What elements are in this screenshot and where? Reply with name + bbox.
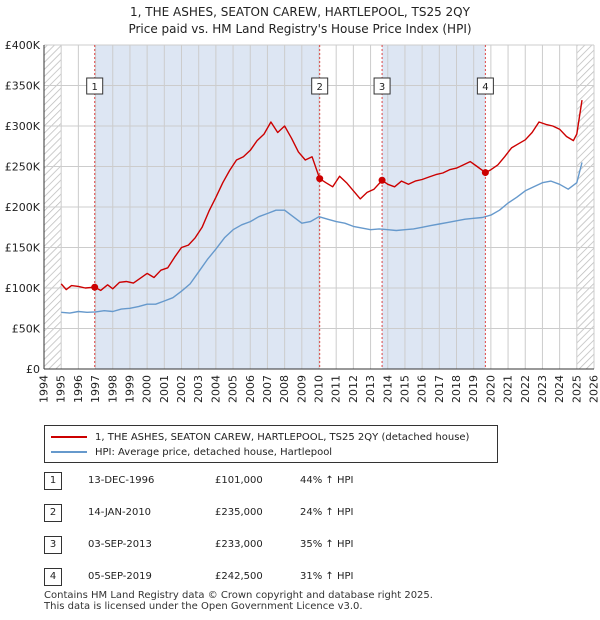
x-tick-label: 2026 [588,375,600,403]
x-tick-label: 2017 [433,375,446,403]
sale-price: £242,500 [215,571,263,582]
x-tick-label: 2010 [313,375,326,403]
y-tick-label: £100K [5,282,41,295]
sale-number: 2 [44,504,62,522]
sale-date: 05-SEP-2019 [88,571,152,582]
y-tick-label: £50K [12,323,41,336]
x-tick-label: 2002 [175,375,188,403]
sale-point [316,175,324,183]
sale-marker-box-frame [86,77,104,95]
x-tick-label: 2012 [347,375,360,403]
x-tick-label: 2014 [381,375,394,403]
sale-point [378,176,386,184]
sale-point [91,283,99,291]
sale-point [481,169,489,177]
x-tick-label: 2015 [398,375,411,403]
legend-red-line [51,436,87,438]
legend-item-property: 1, THE ASHES, SEATON CAREW, HARTLEPOOL, … [51,430,469,444]
x-tick-label: 2021 [502,375,515,403]
legend: 1, THE ASHES, SEATON CAREW, HARTLEPOOL, … [44,425,498,463]
sale-hpi: 35% ↑ HPI [300,539,354,550]
sale-row: 3 03-SEP-2013 £233,000 35% ↑ HPI [0,536,600,556]
property-price-line [60,99,583,292]
x-tick-label: 2001 [158,375,171,403]
sale-marker-box-frame [476,77,494,95]
legend-hpi-label: HPI: Average price, detached house, Hart… [95,446,333,458]
x-tick-label: 2005 [227,375,240,403]
sale-row: 2 14-JAN-2010 £235,000 24% ↑ HPI [0,504,600,524]
x-tick-label: 2025 [570,375,583,403]
x-tick-label: 2011 [330,375,343,403]
hpi-line [61,162,583,314]
x-tick-label: 1997 [89,375,102,403]
sale-number: 4 [44,568,62,586]
sale-marker-label: 3 [379,82,385,93]
sale-marker-box: 4 [476,77,494,95]
sale-marker-box-frame [373,77,391,95]
x-tick-label: 1999 [123,375,136,403]
x-tick-label: 2023 [536,375,549,403]
sale-date: 13-DEC-1996 [88,475,155,486]
sale-price: £235,000 [215,507,263,518]
title-line-2: Price paid vs. HM Land Registry's House … [128,22,472,36]
y-tick-label: £200K [5,201,41,214]
x-tick-label: 2003 [192,375,205,403]
sale-marker-label: 2 [317,82,323,93]
sale-date: 03-SEP-2013 [88,539,152,550]
footer-line-1: Contains HM Land Registry data © Crown c… [44,590,433,601]
sale-hpi: 31% ↑ HPI [300,571,354,582]
x-tick-label: 2009 [295,375,308,403]
sale-marker-box: 2 [311,77,329,95]
x-tick-label: 1994 [38,375,51,403]
x-tick-label: 2008 [278,375,291,403]
sale-marker-label: 4 [482,82,488,93]
x-tick-label: 2016 [416,375,429,403]
sale-number: 3 [44,536,62,554]
y-tick-label: £400K [5,39,41,52]
sale-row: 4 05-SEP-2019 £242,500 31% ↑ HPI [0,568,600,588]
x-tick-label: 1996 [72,375,85,403]
footer-line-2: This data is licensed under the Open Gov… [44,601,363,612]
x-tick-label: 2000 [141,375,154,403]
sale-marker-label: 1 [92,82,98,93]
sale-marker-box: 1 [86,77,104,95]
x-tick-label: 2022 [519,375,532,403]
x-tick-label: 1998 [106,375,119,403]
sale-marker-box-frame [311,77,329,95]
x-tick-label: 2018 [450,375,463,403]
sale-price: £101,000 [215,475,263,486]
x-tick-label: 2024 [553,375,566,403]
y-tick-label: £150K [5,242,41,255]
x-tick-label: 2004 [209,375,222,403]
legend-item-hpi: HPI: Average price, detached house, Hart… [51,445,332,459]
y-tick-label: £0 [26,363,40,376]
price-chart: £0 £50K £100K £150K £200K £250K £300K £350K £400… [5,39,600,403]
footer: Contains HM Land Registry data © Crown c… [44,590,433,612]
legend-property-label: 1, THE ASHES, SEATON CAREW, HARTLEPOOL, … [95,431,470,443]
legend-blue-line [51,451,87,453]
sale-hpi: 44% ↑ HPI [300,475,354,486]
y-tick-label: £250K [5,161,41,174]
x-tick-label: 2007 [261,375,274,403]
x-tick-label: 1995 [55,375,68,403]
sale-hpi: 24% ↑ HPI [300,507,354,518]
sale-marker-box: 3 [373,77,391,95]
sale-row: 1 13-DEC-1996 £101,000 44% ↑ HPI [0,472,600,492]
y-tick-label: £300K [5,120,41,133]
y-tick-label: £350K [5,80,41,93]
sale-price: £233,000 [215,539,263,550]
sale-date: 14-JAN-2010 [88,507,152,518]
x-tick-label: 2013 [364,375,377,403]
x-tick-label: 2006 [244,375,257,403]
chart-title: 1, THE ASHES, SEATON CAREW, HARTLEPOOL, … [0,4,600,38]
title-line-1: 1, THE ASHES, SEATON CAREW, HARTLEPOOL, … [130,5,470,19]
x-tick-label: 2020 [484,375,497,403]
x-tick-label: 2019 [467,375,480,403]
sale-number: 1 [44,472,62,490]
